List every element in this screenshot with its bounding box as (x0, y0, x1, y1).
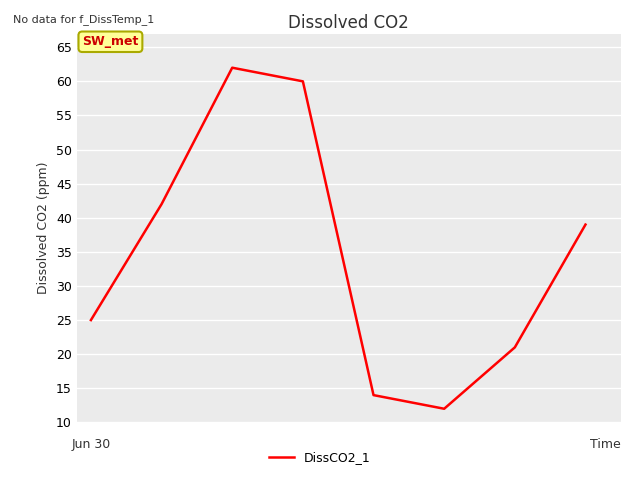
Text: SW_met: SW_met (82, 35, 139, 48)
Text: Time: Time (590, 438, 621, 451)
Text: Jun 30: Jun 30 (72, 438, 111, 451)
Y-axis label: Dissolved CO2 (ppm): Dissolved CO2 (ppm) (37, 162, 51, 294)
Legend: DissCO2_1: DissCO2_1 (264, 446, 376, 469)
Text: No data for f_DissTemp_1: No data for f_DissTemp_1 (13, 14, 154, 25)
Title: Dissolved CO2: Dissolved CO2 (289, 14, 409, 32)
